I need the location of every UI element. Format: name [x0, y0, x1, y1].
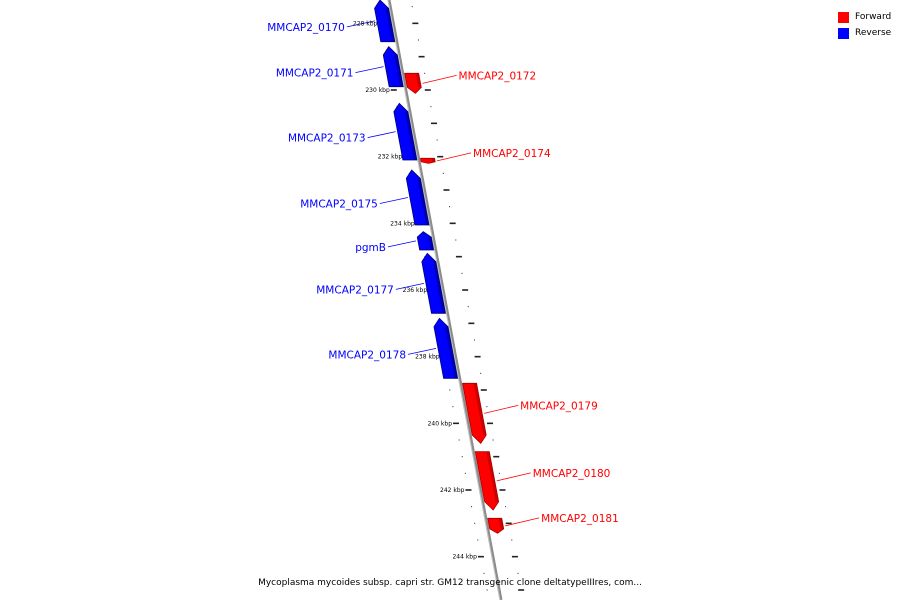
- gene-shade-MMCAP2_0175: [417, 178, 429, 225]
- legend-forward: Forward: [838, 9, 891, 25]
- kbp-tick-label: 244 kbp: [452, 554, 477, 561]
- gene-shade-MMCAP2_0178: [444, 326, 458, 379]
- leader-MMCAP2_0181: [505, 517, 540, 527]
- gene-features: [374, 0, 505, 534]
- sequence-backbone: [387, 0, 503, 600]
- legend-reverse-label: Reverse: [855, 28, 892, 38]
- leader-MMCAP2_0178: [407, 347, 437, 355]
- gene-shade-pgmB: [428, 237, 434, 250]
- gene-labels: MMCAP2_0170 MMCAP2_0171 MMCAP2_0172 MMCAP2_…: [267, 20, 619, 527]
- gene-shade-MMCAP2_0174: [431, 158, 436, 162]
- gene-shade-MMCAP2_0172: [415, 73, 422, 88]
- kbp-tick-label: 238 kbp: [415, 354, 440, 361]
- leader-MMCAP2_0179: [484, 404, 519, 414]
- gene-shade-MMCAP2_0177: [432, 261, 446, 314]
- leader-MMCAP2_0177: [395, 282, 424, 290]
- gene-label-pgmB: pgmB: [355, 242, 386, 254]
- leader-MMCAP2_0180: [496, 472, 531, 482]
- gene-label-MMCAP2_0174: MMCAP2_0174: [473, 148, 551, 160]
- gene-shade-MMCAP2_0179: [473, 383, 487, 435]
- gene-label-MMCAP2_0179: MMCAP2_0179: [520, 400, 598, 412]
- kbp-tick-label: 234 kbp: [390, 220, 415, 227]
- leader-pgmB: [387, 240, 417, 248]
- gene-label-MMCAP2_0173: MMCAP2_0173: [288, 133, 366, 145]
- kbp-tick-label: 240 kbp: [428, 420, 453, 427]
- gene-shade-MMCAP2_0173: [404, 111, 417, 160]
- leader-MMCAP2_0173: [367, 131, 396, 139]
- leader-MMCAP2_0170: [346, 20, 375, 28]
- gene-shade-MMCAP2_0181: [498, 518, 504, 529]
- gene-label-MMCAP2_0170: MMCAP2_0170: [267, 22, 345, 34]
- forward-swatch: [838, 11, 849, 23]
- legend-reverse: Reverse: [838, 25, 891, 41]
- kbp-tick-label: 242 kbp: [440, 487, 465, 494]
- kbp-tick-label: 232 kbp: [378, 154, 403, 161]
- legend: Forward Reverse: [838, 9, 891, 41]
- gene-shade-MMCAP2_0170: [385, 8, 395, 42]
- leader-MMCAP2_0171: [355, 66, 384, 74]
- reverse-swatch: [838, 27, 849, 39]
- gene-label-MMCAP2_0181: MMCAP2_0181: [541, 513, 619, 525]
- backbone-line: [387, 0, 503, 600]
- gene-shade-MMCAP2_0180: [486, 451, 499, 502]
- position-labels: 228 kbp 230 kbp 232 kbp 234 kbp 236 kbp 238 k…: [353, 20, 477, 560]
- leader-MMCAP2_0172: [422, 74, 457, 84]
- minor-ticks: [377, 6, 525, 591]
- kbp-tick-label: 228 kbp: [353, 20, 378, 27]
- sequence-caption: Mycoplasma mycoides subsp. capri str. GM…: [258, 578, 642, 588]
- gene-label-MMCAP2_0171: MMCAP2_0171: [276, 68, 354, 80]
- kbp-tick-label: 230 kbp: [365, 87, 390, 94]
- gene-label-MMCAP2_0180: MMCAP2_0180: [533, 468, 611, 480]
- gene-shade-MMCAP2_0171: [394, 55, 404, 87]
- legend-forward-label: Forward: [855, 12, 892, 22]
- gene-label-MMCAP2_0177: MMCAP2_0177: [316, 284, 394, 296]
- kbp-tick-label: 236 kbp: [403, 287, 428, 294]
- gene-label-MMCAP2_0178: MMCAP2_0178: [328, 349, 406, 361]
- backbone-highlight: [387, 0, 501, 600]
- gene-label-MMCAP2_0175: MMCAP2_0175: [300, 199, 378, 211]
- gene-label-MMCAP2_0172: MMCAP2_0172: [459, 70, 537, 82]
- leader-MMCAP2_0175: [379, 197, 408, 204]
- leader-MMCAP2_0174: [436, 152, 472, 162]
